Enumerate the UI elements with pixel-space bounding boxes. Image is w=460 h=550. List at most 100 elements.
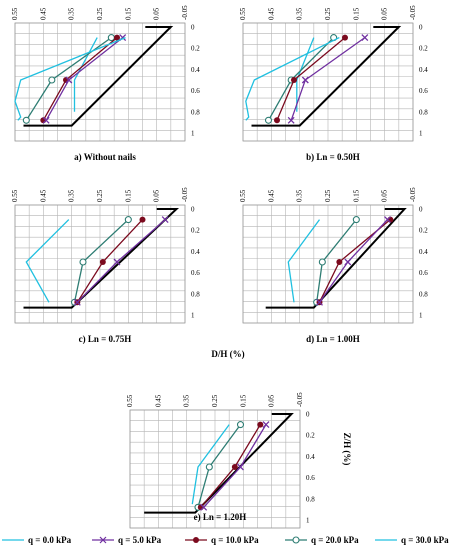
data-point [336, 259, 343, 265]
chart-panel: 0.55 0.45 0.35 0.25 0.15 0.05 -0.050 0.2 0.4 0.6 0… [126, 392, 315, 529]
data-point [291, 77, 297, 83]
plot-frame [242, 204, 414, 324]
x-tick-label: 0.05 [381, 7, 389, 20]
data-point [114, 34, 120, 41]
y-tick-label: 0.2 [191, 227, 200, 235]
x-tick-label: 0.55 [11, 7, 19, 20]
x-tick-label: 0.35 [183, 394, 191, 407]
data-point [352, 216, 360, 224]
x-tick-label: 0.15 [124, 7, 132, 20]
data-point [257, 421, 264, 428]
data-point [287, 116, 295, 124]
x-tick-label: 0.15 [352, 189, 360, 202]
series-line-q30 [191, 424, 230, 505]
y-tick-label: 0 [306, 411, 310, 419]
chart-panel: 0.55 0.45 0.35 0.25 0.15 0.05 -0.050 0.2 0.4 0.6 0… [239, 5, 428, 162]
x-tick-label: 0.55 [126, 394, 134, 407]
x-tick-label: 0.05 [381, 189, 389, 202]
x-tick-label: 0.35 [296, 7, 304, 20]
x-tick-label: 0.25 [211, 394, 219, 407]
legend-marker [292, 536, 300, 544]
data-point [139, 216, 146, 223]
x-tick-label: 0.05 [268, 394, 276, 407]
x-tick-label: 0.45 [267, 189, 275, 202]
legend-label: q = 10.0 kPa [211, 535, 259, 545]
panel-caption: e) Ln = 1.20H [194, 512, 247, 522]
x-tick-label: 0.45 [39, 189, 47, 202]
wall-profile [265, 208, 407, 309]
chart-panels: 0.55 0.45 0.35 0.25 0.15 0.05 -0.0500.20.40.60… [11, 5, 428, 529]
y-tick-label: 0.6 [191, 269, 200, 277]
data-point [113, 258, 121, 266]
wall-profile [144, 413, 294, 514]
series-line-q30 [14, 36, 126, 121]
chart-panel: 0.55 0.45 0.35 0.25 0.15 0.05 -0.050 0.2 0.4 0.6 0… [11, 187, 200, 344]
data-point [262, 421, 270, 429]
y-tick-label: 0.4 [191, 66, 200, 74]
plot-frame [14, 204, 186, 324]
data-point [99, 259, 106, 265]
y-tick-label: 1 [191, 312, 195, 320]
y-tick-label: 1 [419, 312, 423, 320]
y-tick-label: 0.6 [191, 87, 200, 95]
chart-panel: 0.55 0.45 0.35 0.25 0.15 0.05 -0.050 0.2 0.4 0.6 0… [239, 187, 428, 344]
data-point [200, 503, 208, 511]
wall-profile [23, 26, 174, 127]
data-point [344, 258, 352, 266]
y-tick-label: 0.4 [419, 248, 428, 256]
y-tick-label: 0.4 [191, 248, 200, 256]
plot-frame [129, 409, 301, 529]
y-tick-label: 0.2 [191, 45, 200, 53]
x-tick-label: -0.05 [181, 5, 189, 20]
y-tick-label: 0.4 [306, 453, 315, 461]
y-tick-label: 0.8 [191, 108, 200, 116]
y-tick-label: 0.2 [419, 227, 428, 235]
y-tick-label: 0.6 [306, 474, 315, 482]
x-tick-label: 0.25 [324, 7, 332, 20]
y-tick-label: 0.6 [419, 269, 428, 277]
data-point [301, 76, 309, 84]
data-point [361, 34, 369, 42]
y-tick-label: 1 [191, 130, 195, 138]
legend: q = 0.0 kPa q = 5.0 kPa q = 10.0 kPa q = 20… [2, 535, 449, 545]
data-point [316, 298, 323, 306]
x-tick-label: 0.35 [68, 7, 76, 20]
legend-label: q = 0.0 kPa [28, 535, 72, 545]
data-point [73, 298, 81, 306]
data-point [161, 216, 169, 224]
series-line-q10 [276, 37, 346, 121]
x-tick-label: 0.15 [124, 189, 132, 202]
y-tick-label: 0 [419, 24, 423, 32]
x-tick-label: 0.55 [239, 7, 247, 20]
x-tick-label: 0.55 [11, 189, 19, 202]
plot-frame [242, 22, 414, 142]
y-tick-label: 0 [419, 206, 423, 214]
legend-label: q = 20.0 kPa [311, 535, 359, 545]
x-tick-label: 0.05 [153, 7, 161, 20]
x-tick-label: 0.25 [96, 7, 104, 20]
chart-panel: 0.55 0.45 0.35 0.25 0.15 0.05 -0.050 0.2 0.4 0.6 0… [11, 5, 200, 162]
y-tick-label: 0.6 [419, 87, 428, 95]
plot-frame [14, 22, 186, 142]
x-tick-label: 0.45 [267, 7, 275, 20]
data-point [237, 463, 244, 471]
data-point [342, 34, 348, 41]
y-tick-label: 0.8 [419, 108, 428, 116]
y-tick-label: 0.8 [419, 290, 428, 298]
x-tick-label: 0.35 [68, 189, 76, 202]
x-tick-label: 0.25 [324, 189, 332, 202]
y-tick-label: 0.8 [306, 495, 315, 503]
data-point [236, 421, 245, 429]
y-tick-label: 1 [419, 130, 423, 138]
data-point [205, 463, 213, 471]
series-line-q30 [25, 219, 70, 303]
x-tick-label: 0.25 [96, 189, 104, 202]
series-line-q30 [245, 37, 340, 121]
x-tick-label: -0.05 [296, 392, 304, 407]
panel-caption: d) Ln = 1.00H [306, 334, 360, 344]
series-line-q10 [76, 219, 143, 303]
y-tick-label: 0.8 [191, 290, 200, 298]
series-line-q30 [296, 37, 315, 112]
y-tick-label: 0.4 [419, 66, 428, 74]
